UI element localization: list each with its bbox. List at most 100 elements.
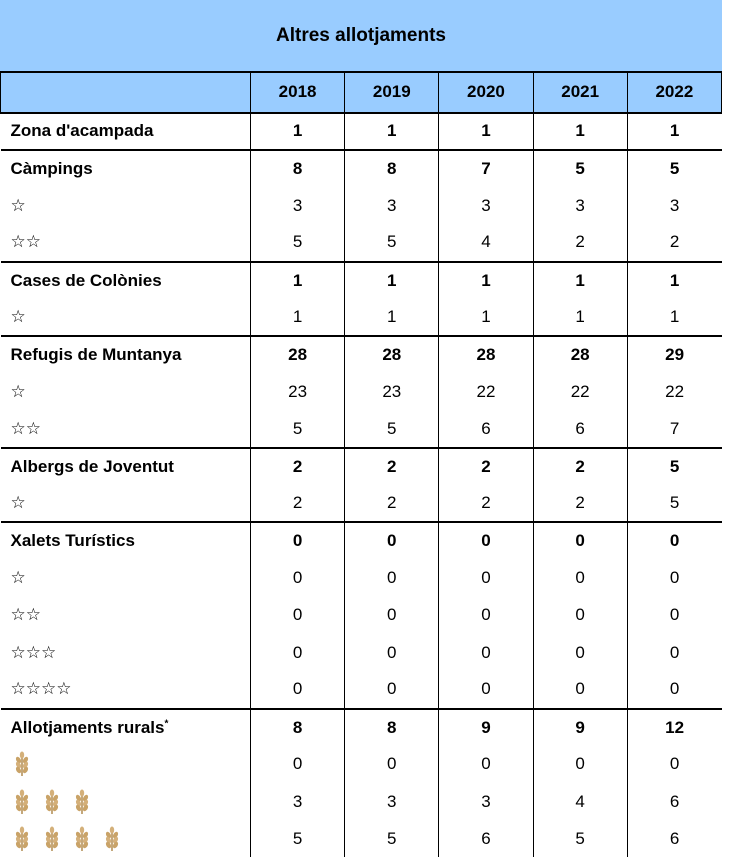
cell-value: 7 bbox=[438, 148, 534, 187]
cell-value: 2 bbox=[532, 446, 628, 485]
cell-value: 1 bbox=[438, 298, 534, 336]
cell-value: 22 bbox=[438, 373, 534, 411]
cell-value: 0 bbox=[249, 671, 345, 709]
cell-value: 0 bbox=[438, 596, 534, 634]
row: Albergs de Joventut 2 2 2 2 5 bbox=[0, 446, 722, 485]
row-label: ☆ bbox=[1, 485, 251, 522]
cell-value: 5 bbox=[626, 485, 722, 523]
row: ☆☆ 5 5 4 2 2 bbox=[1, 224, 722, 262]
row-label: ☆☆☆☆ bbox=[1, 671, 251, 708]
cell-value: 9 bbox=[438, 707, 534, 746]
cell-value: 0 bbox=[438, 521, 534, 560]
cell-value: 0 bbox=[344, 671, 439, 709]
cell-value: 0 bbox=[344, 521, 439, 560]
wheat-icon bbox=[11, 789, 33, 815]
cell-value: 8 bbox=[249, 148, 345, 187]
corner bbox=[0, 72, 251, 113]
column-header: 2021 bbox=[532, 72, 628, 113]
wheat-icon bbox=[71, 826, 93, 852]
cell-value: 1 bbox=[626, 298, 722, 336]
cell-value: 5 bbox=[344, 820, 439, 857]
cell-value: 0 bbox=[249, 745, 345, 783]
cell-value: 3 bbox=[249, 783, 345, 821]
row-label: ☆ bbox=[1, 373, 251, 410]
cell-value: 28 bbox=[249, 334, 345, 374]
cell-value: 3 bbox=[344, 187, 439, 225]
cell-value: 5 bbox=[626, 148, 722, 187]
cell-value: 28 bbox=[344, 334, 439, 374]
label-text: ☆☆☆ bbox=[10, 642, 57, 662]
label-text: Xalets Turístics bbox=[10, 531, 135, 551]
cell-value: 1 bbox=[249, 111, 345, 150]
cell-value: 5 bbox=[532, 820, 628, 857]
cell-value: 0 bbox=[532, 671, 628, 709]
cell-value: 22 bbox=[532, 373, 628, 411]
cell-value: 5 bbox=[344, 224, 439, 262]
cell-value: 0 bbox=[344, 745, 439, 783]
label-text: Albergs de Joventut bbox=[10, 456, 174, 476]
cell-value: 29 bbox=[626, 334, 722, 374]
cell-value: 0 bbox=[626, 745, 722, 783]
cell-value: 22 bbox=[626, 373, 722, 411]
cell-value: 9 bbox=[532, 707, 628, 746]
cell-value: 5 bbox=[249, 410, 345, 448]
label-text: ☆☆ bbox=[10, 232, 41, 252]
title: Altres allotjaments bbox=[0, 0, 722, 72]
row-label: Refugis de Muntanya bbox=[0, 334, 251, 374]
cell-value: 8 bbox=[344, 148, 439, 187]
cell-value: 1 bbox=[249, 298, 345, 336]
cell-value: 2 bbox=[344, 446, 439, 485]
cell-value: 0 bbox=[438, 671, 534, 709]
cell-value: 28 bbox=[438, 334, 534, 374]
row: Xalets Turístics 0 0 0 0 0 bbox=[0, 521, 722, 560]
row-label: Càmpings bbox=[0, 148, 251, 187]
row-label bbox=[1, 783, 251, 820]
row: ☆ 0 0 0 0 0 bbox=[1, 559, 722, 597]
cell-value: 5 bbox=[626, 446, 722, 485]
cell-value: 0 bbox=[344, 559, 439, 597]
cell-value: 7 bbox=[626, 410, 722, 448]
label-text: ☆☆ bbox=[10, 418, 41, 438]
label-text: Allotjaments rurals bbox=[10, 717, 165, 737]
cell-value: 1 bbox=[344, 111, 439, 150]
cell-value: 1 bbox=[249, 260, 345, 299]
cell-value: 4 bbox=[532, 783, 628, 821]
cell-value: 0 bbox=[249, 521, 345, 560]
cell-value: 0 bbox=[626, 559, 722, 597]
wheat-icon bbox=[11, 751, 33, 777]
cell-value: 2 bbox=[438, 446, 534, 485]
cell-value: 1 bbox=[626, 111, 722, 150]
cell-value: 1 bbox=[344, 298, 439, 336]
label-text: Refugis de Muntanya bbox=[10, 345, 182, 365]
cell-value: 6 bbox=[532, 410, 628, 448]
row: ☆☆☆ 0 0 0 0 0 bbox=[1, 634, 722, 672]
cell-value: 0 bbox=[626, 634, 722, 672]
cell-value: 1 bbox=[438, 111, 534, 150]
row: ☆☆ 5 5 6 6 7 bbox=[1, 410, 722, 448]
row: ☆ 23 23 22 22 22 bbox=[1, 373, 722, 411]
cell-value: 5 bbox=[249, 820, 345, 857]
cell-value: 23 bbox=[249, 373, 345, 411]
cell-value: 4 bbox=[438, 224, 534, 262]
wheat-icon bbox=[41, 826, 63, 852]
cell-value: 2 bbox=[532, 224, 628, 262]
column-header: 2019 bbox=[344, 72, 440, 113]
cell-value: 1 bbox=[438, 260, 534, 299]
wheat-icon bbox=[101, 826, 123, 852]
cell-value: 1 bbox=[626, 260, 722, 299]
cell-value: 3 bbox=[532, 187, 628, 225]
row-label: Xalets Turístics bbox=[0, 521, 251, 560]
cell-value: 0 bbox=[532, 745, 628, 783]
cell-value: 1 bbox=[532, 298, 628, 336]
cell-value: 5 bbox=[344, 410, 439, 448]
cell-value: 3 bbox=[438, 187, 534, 225]
cell-value: 2 bbox=[249, 485, 345, 523]
cell-value: 3 bbox=[344, 783, 439, 821]
row-label bbox=[1, 746, 251, 783]
cell-value: 6 bbox=[438, 410, 534, 448]
column-header: 2022 bbox=[626, 72, 723, 113]
row-label: Cases de Colònies bbox=[0, 260, 251, 299]
wheat-icon bbox=[11, 826, 33, 852]
